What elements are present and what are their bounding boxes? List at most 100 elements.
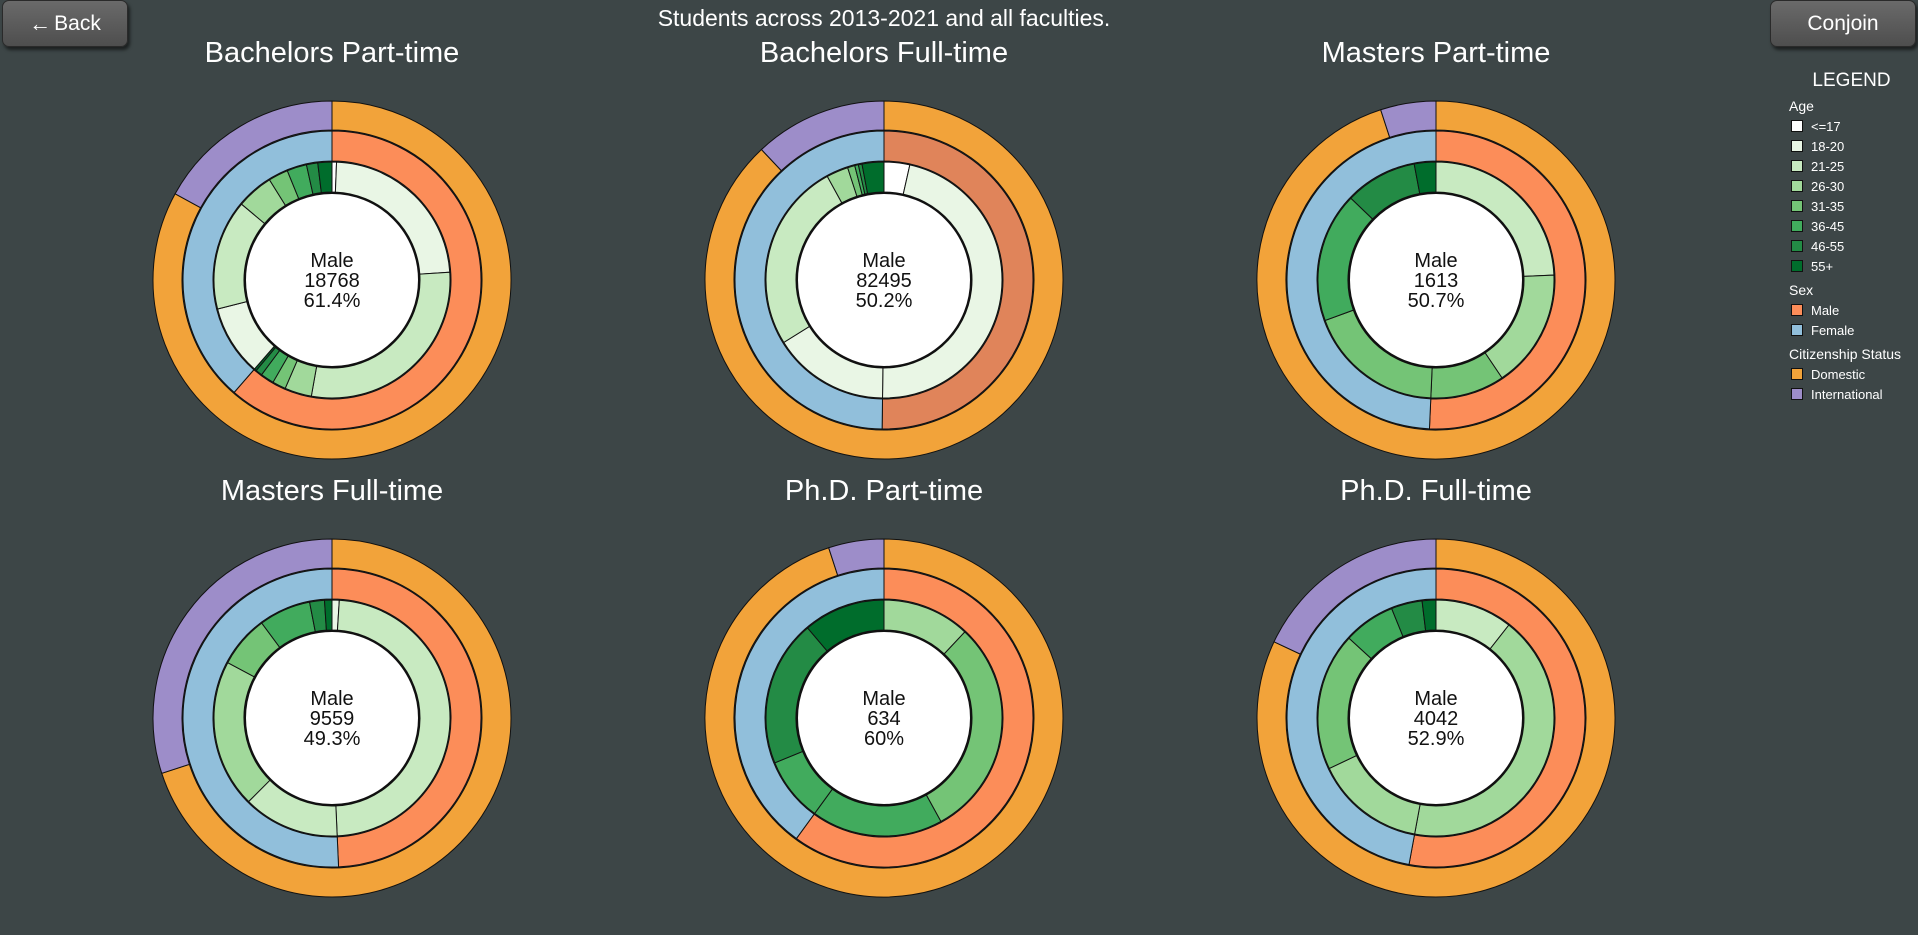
center-count: 9559 [310,708,355,730]
center-count: 1613 [1414,270,1459,292]
arc-age-female[interactable] [806,599,885,652]
back-button-label: Back [54,11,101,35]
arc-female[interactable] [734,130,885,430]
legend-item-label: 21-25 [1811,158,1845,174]
arc-female[interactable] [182,130,333,394]
legend-item: 55+ [1789,256,1914,276]
legend-item-label: Domestic [1811,366,1866,382]
legend-item: Female [1789,320,1914,340]
legend-item-label: 36-45 [1811,218,1845,234]
legend-group-title: Sex [1789,282,1814,298]
arc-international[interactable] [828,538,885,576]
arc-domestic[interactable] [1256,538,1616,898]
arc-international[interactable] [152,538,333,774]
arc-age-female[interactable] [323,599,333,631]
legend-item-label: 31-35 [1811,198,1845,214]
chart-title: Ph.D. Part-time [785,475,983,507]
legend-item-label: 55+ [1811,258,1834,274]
legend-swatch [1791,120,1803,132]
arc-domestic[interactable] [704,538,1064,898]
center-percent: 50.7% [1408,290,1465,312]
center-count: 4042 [1414,708,1459,730]
legend-item: <=17 [1789,116,1914,136]
arc-domestic[interactable] [704,100,1064,460]
legend-title: LEGEND [1812,70,1891,91]
legend-group-title: Citizenship Status [1789,346,1902,362]
center-count: 634 [867,708,900,730]
arc-female[interactable] [1286,130,1437,430]
arc-international[interactable] [1273,538,1437,655]
arc-male[interactable] [881,130,1034,430]
arc-male[interactable] [1408,568,1586,868]
center-label: Male [310,688,353,710]
arrow-left-icon: ← [29,10,52,36]
legend-swatch [1791,180,1803,192]
arc-female[interactable] [734,568,885,840]
arc-female[interactable] [1286,568,1437,866]
arc-domestic[interactable] [1256,100,1616,460]
center-percent: 50.2% [856,290,913,312]
center-label: Male [1414,250,1457,272]
sunburst-charts: Bachelors Part-timeMale1876861.4%Bachelo… [152,37,1616,898]
legend-item: Male [1789,300,1914,320]
legend-item: International [1789,384,1914,404]
chart-center [244,192,420,368]
chart-title: Ph.D. Full-time [1340,475,1532,507]
arc-international[interactable] [1380,100,1437,138]
center-label: Male [862,688,905,710]
chart-center [244,630,420,806]
legend-item: 31-35 [1789,196,1914,216]
arc-domestic[interactable] [161,538,512,898]
chart-center [1348,630,1524,806]
conjoin-button[interactable]: Conjoin [1770,0,1916,47]
arc-international[interactable] [174,100,333,209]
legend-swatch [1791,324,1803,336]
back-button[interactable]: ← Back [2,0,128,47]
chart-center [796,630,972,806]
arc-international[interactable] [760,100,885,172]
legend-swatch [1791,140,1803,152]
arc-male[interactable] [331,568,482,868]
chart-title: Masters Full-time [221,475,443,507]
legend-swatch [1791,200,1803,212]
center-percent: 61.4% [304,290,361,312]
page-title: Students across 2013-2021 and all facult… [657,5,1111,31]
center-label: Male [310,250,353,272]
legend-item-label: <=17 [1811,118,1841,134]
legend-groups: Age <=17 18-20 21-25 26-30 31-35 36-45 46-55 55+… [1789,98,1914,404]
chart-title: Masters Part-time [1322,37,1551,69]
center-count: 18768 [304,270,360,292]
legend-item: 46-55 [1789,236,1914,256]
legend-item: Domestic [1789,364,1914,384]
legend-swatch [1791,388,1803,400]
legend-swatch [1791,240,1803,252]
arc-male[interactable] [1428,130,1586,430]
center-percent: 52.9% [1408,728,1465,750]
legend-item: 36-45 [1789,216,1914,236]
center-percent: 49.3% [304,728,361,750]
legend-item-label: International [1811,386,1883,402]
chart-title: Bachelors Full-time [760,37,1008,69]
legend-item-label: Female [1811,322,1855,338]
chart-title: Bachelors Part-time [205,37,460,69]
legend-item: 18-20 [1789,136,1914,156]
arc-female[interactable] [182,568,340,868]
arc-domestic[interactable] [152,100,512,460]
arc-male[interactable] [795,568,1034,868]
center-count: 82495 [856,270,912,292]
legend-swatch [1791,220,1803,232]
center-percent: 60% [864,728,904,750]
legend-item-label: 18-20 [1811,138,1845,154]
legend-item: 21-25 [1789,156,1914,176]
arc-male[interactable] [233,130,482,430]
legend-swatch [1791,260,1803,272]
legend-swatch [1791,160,1803,172]
legend-swatch [1791,368,1803,380]
legend: LEGEND Age <=17 18-20 21-25 26-30 31-35 36-45 4… [1789,70,1914,404]
center-label: Male [1414,688,1457,710]
legend-item-label: 26-30 [1811,178,1845,194]
legend-group-title: Age [1789,98,1814,114]
center-label: Male [862,250,905,272]
legend-item-label: Male [1811,302,1840,318]
legend-item: 26-30 [1789,176,1914,196]
